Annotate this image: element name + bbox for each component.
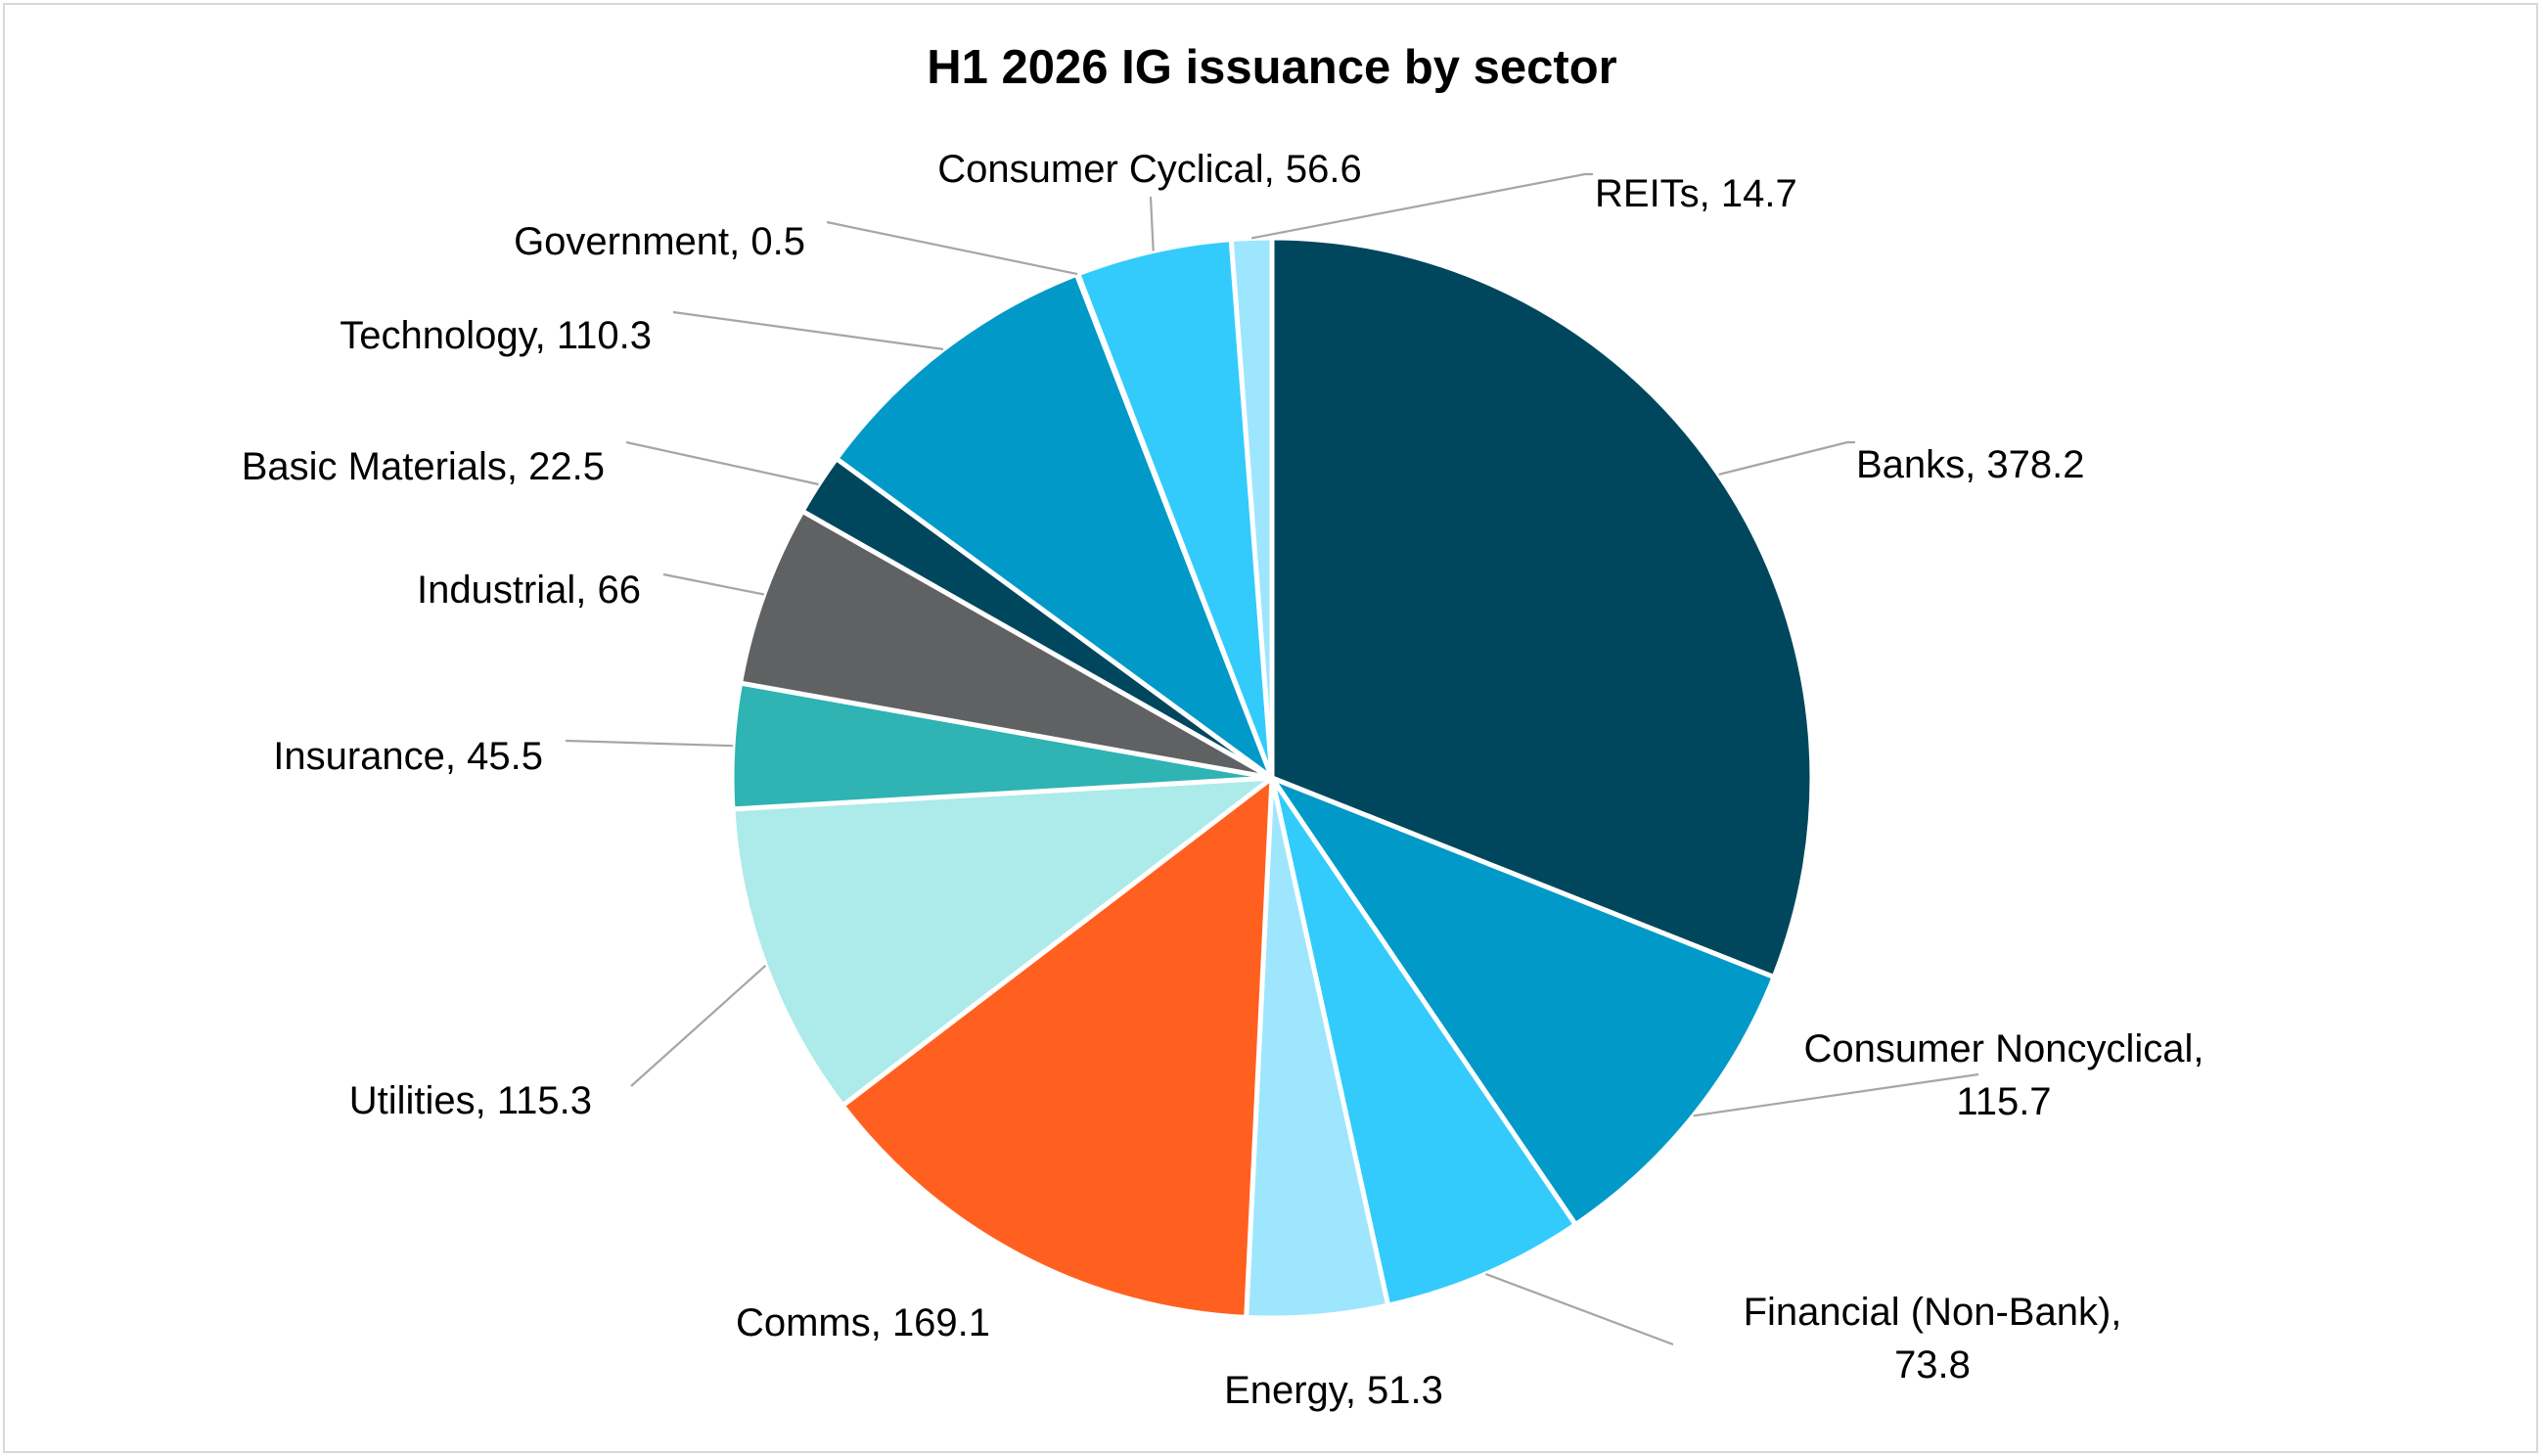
data-label-industrial: Industrial, 66 xyxy=(417,569,641,612)
data-label-line: Utilities, 115.3 xyxy=(349,1079,592,1122)
data-label-reits: REITs, 14.7 xyxy=(1595,172,1797,215)
data-label-line: Comms, 169.1 xyxy=(736,1301,990,1344)
data-label-basic-materials: Basic Materials, 22.5 xyxy=(242,445,605,488)
pie-slices xyxy=(729,235,1815,1321)
leader-line-government xyxy=(826,220,1078,276)
pie-slice-banks xyxy=(1269,235,1815,980)
pie-slice-financial-non-bank xyxy=(1269,775,1578,1308)
data-label-line: Banks, 378.2 xyxy=(1856,443,2085,486)
data-label-line: Consumer Cyclical, 56.6 xyxy=(937,148,1362,191)
chart-title: H1 2026 IG issuance by sector xyxy=(927,41,1616,94)
leader-line-insurance xyxy=(565,739,734,748)
data-label-utilities: Utilities, 115.3 xyxy=(349,1079,592,1122)
leader-line-reits xyxy=(1250,172,1593,240)
pie-slice-utilities xyxy=(730,775,1275,1109)
leader-line-consumer-noncyclical xyxy=(1693,1072,1979,1117)
data-label-line: Technology, 110.3 xyxy=(340,314,652,357)
data-label-comms: Comms, 169.1 xyxy=(736,1301,990,1344)
leader-line-utilities xyxy=(630,964,767,1087)
pie-slice-technology xyxy=(834,271,1275,781)
data-label-government: Government, 0.5 xyxy=(514,220,805,263)
data-label-insurance: Insurance, 45.5 xyxy=(273,735,543,778)
data-labels: Banks, 378.2 Consumer Noncyclical, 115.7 Fi… xyxy=(242,148,2204,1412)
data-label-consumer-noncyclical: Consumer Noncyclical, 115.7 xyxy=(1803,1027,2203,1123)
data-label-line: 115.7 xyxy=(1956,1080,2051,1123)
data-label-financial-non-bank: Financial (Non-Bank), 73.8 xyxy=(1744,1291,2122,1387)
pie-slice-consumer-cyclical xyxy=(1075,237,1275,781)
data-label-line: Energy, 51.3 xyxy=(1224,1369,1443,1412)
data-label-line: Industrial, 66 xyxy=(417,569,641,612)
data-label-technology: Technology, 110.3 xyxy=(340,314,652,357)
data-label-line: Government, 0.5 xyxy=(514,220,805,263)
data-label-line: Financial (Non-Bank), xyxy=(1744,1291,2122,1334)
leader-line-financial-non-bank xyxy=(1485,1272,1674,1346)
data-label-line: REITs, 14.7 xyxy=(1595,172,1797,215)
leader-lines xyxy=(565,172,1979,1346)
data-label-banks: Banks, 378.2 xyxy=(1856,443,2085,486)
pie-slice-comms xyxy=(840,775,1275,1320)
leader-line-banks xyxy=(1718,440,1855,476)
leader-line-industrial xyxy=(662,572,765,596)
leader-line-consumer-cyclical xyxy=(1149,196,1155,251)
pie-slice-industrial xyxy=(738,508,1275,781)
leader-line-technology xyxy=(672,310,944,350)
data-label-consumer-cyclical: Consumer Cyclical, 56.6 xyxy=(937,148,1362,191)
data-label-line: Consumer Noncyclical, xyxy=(1803,1027,2203,1070)
data-label-energy: Energy, 51.3 xyxy=(1224,1369,1443,1412)
pie-slice-consumer-noncyclical xyxy=(1269,775,1777,1228)
leader-line-basic-materials xyxy=(625,440,819,486)
data-label-line: Insurance, 45.5 xyxy=(273,735,543,778)
data-label-line: Basic Materials, 22.5 xyxy=(242,445,605,488)
data-label-line: 73.8 xyxy=(1894,1343,1971,1387)
